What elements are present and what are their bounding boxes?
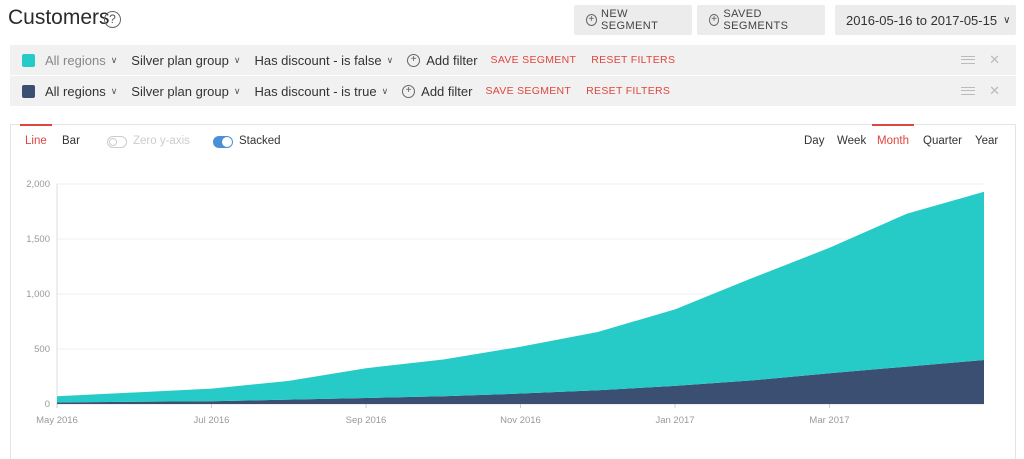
close-icon[interactable]: ✕ — [989, 83, 1000, 98]
saved-segments-label: SAVED SEGMENTS — [723, 8, 789, 32]
y-tick-label: 0 — [45, 399, 50, 410]
new-segment-label: NEW SEGMENT — [601, 8, 659, 32]
y-tick-label: 1,500 — [26, 234, 50, 245]
help-icon[interactable]: ? — [104, 11, 121, 28]
chevron-down-icon: ∨ — [233, 85, 241, 96]
plus-icon: + — [586, 14, 598, 26]
tab-month[interactable]: Month — [872, 124, 914, 147]
plus-icon: + — [402, 84, 416, 98]
chevron-down-icon: ∨ — [110, 85, 118, 96]
add-filter-button[interactable]: + Add filter — [402, 84, 472, 99]
segment-filter-row-2: All regions ∨ Silver plan group ∨ Has disc… — [10, 76, 1016, 106]
x-tick-label: Jul 2016 — [194, 415, 230, 426]
date-range-picker[interactable]: 2016-05-16 to 2017-05-15 ∨ — [835, 5, 1016, 35]
x-tick-label: Nov 2016 — [500, 415, 541, 426]
segment-color-swatch[interactable] — [22, 53, 35, 67]
close-icon[interactable]: ✕ — [989, 52, 1000, 67]
segment-filter-row-1: All regions ∨ Silver plan group ∨ Has disc… — [10, 45, 1016, 75]
discount-filter[interactable]: Has discount - is true ∨ — [254, 83, 389, 99]
stacked-label: Stacked — [239, 135, 281, 147]
date-range-value: 2016-05-16 to 2017-05-15 — [846, 12, 998, 28]
page-title: Customers — [8, 6, 110, 29]
y-tick-label: 500 — [34, 344, 50, 355]
stacked-toggle[interactable] — [213, 136, 233, 148]
segment-color-swatch[interactable] — [22, 84, 35, 98]
tab-line[interactable]: Line — [20, 124, 52, 147]
tab-bar[interactable]: Bar — [62, 135, 80, 147]
x-tick-label: Sep 2016 — [346, 415, 387, 426]
drag-handle-icon[interactable] — [961, 56, 976, 64]
y-tick-label: 2,000 — [26, 179, 50, 190]
reset-filters-link[interactable]: RESET FILTERS — [586, 85, 671, 97]
save-segment-link[interactable]: SAVE SEGMENT — [485, 85, 572, 97]
region-filter[interactable]: All regions ∨ — [45, 83, 118, 99]
plus-icon: + — [407, 53, 421, 67]
tab-year[interactable]: Year — [975, 135, 999, 147]
series-area-1 — [57, 360, 984, 404]
chevron-down-icon: ∨ — [1003, 14, 1011, 26]
series-area-2 — [57, 191, 984, 403]
chevron-down-icon: ∨ — [381, 85, 389, 96]
x-tick-label: Jan 2017 — [655, 415, 694, 426]
tab-quarter[interactable]: Quarter — [923, 135, 962, 147]
chart-panel: Line Bar Zero y-axis Stacked Day Week Mo… — [10, 124, 1016, 459]
plan-filter[interactable]: Silver plan group ∨ — [131, 52, 241, 68]
plan-filter[interactable]: Silver plan group ∨ — [131, 83, 241, 99]
y-tick-label: 1,000 — [26, 289, 50, 300]
chevron-down-icon: ∨ — [386, 54, 394, 65]
chevron-down-icon: ∨ — [233, 54, 241, 65]
zero-y-axis-label: Zero y-axis — [133, 135, 190, 147]
x-tick-label: May 2016 — [36, 415, 78, 426]
saved-segments-button[interactable]: + SAVED SEGMENTS — [697, 5, 825, 35]
tab-week[interactable]: Week — [837, 135, 867, 147]
x-tick-label: Mar 2017 — [809, 415, 849, 426]
new-segment-button[interactable]: + NEW SEGMENT — [574, 5, 692, 35]
region-filter[interactable]: All regions ∨ — [45, 52, 118, 68]
chevron-down-icon: ∨ — [110, 54, 118, 65]
save-segment-link[interactable]: SAVE SEGMENT — [490, 54, 577, 66]
reset-filters-link[interactable]: RESET FILTERS — [591, 54, 676, 66]
plus-icon: + — [709, 14, 720, 26]
drag-handle-icon[interactable] — [961, 87, 976, 95]
add-filter-button[interactable]: + Add filter — [407, 53, 478, 68]
discount-filter[interactable]: Has discount - is false ∨ — [254, 52, 394, 68]
zero-y-axis-toggle[interactable] — [107, 136, 127, 148]
tab-day[interactable]: Day — [804, 135, 825, 147]
